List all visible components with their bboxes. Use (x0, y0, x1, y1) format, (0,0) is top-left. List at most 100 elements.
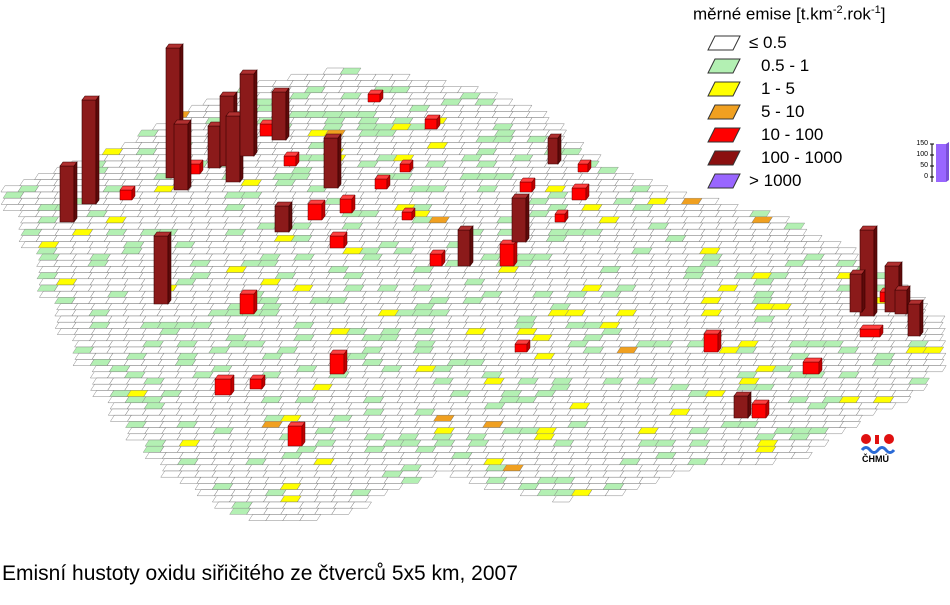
legend-item-100-1000: 100 - 1000 (707, 147, 842, 169)
emission-block (329, 231, 348, 249)
legend-swatch-yellow (707, 81, 741, 97)
grid-cell (299, 514, 322, 521)
grid-cells (0, 67, 947, 521)
legend-swatch-green (707, 58, 741, 74)
legend-item-1-5: 1 - 5 (707, 78, 795, 100)
grid-cell (855, 408, 878, 416)
emission-block (424, 114, 441, 130)
emission-block (283, 151, 300, 167)
emission-column (239, 69, 258, 157)
emission-column (733, 391, 752, 419)
emission-block (287, 421, 306, 447)
legend-label: 0.5 - 1 (761, 56, 810, 75)
legend-label: 1 - 5 (761, 79, 796, 98)
emission-block (367, 89, 384, 103)
legend-item-5-10: 5 - 10 (707, 101, 804, 123)
emission-block (751, 399, 770, 419)
emission-column (173, 119, 192, 191)
emission-blocks-red (119, 89, 896, 447)
grid-cell (350, 501, 372, 509)
emission-block (401, 207, 416, 221)
emission-block (499, 239, 518, 267)
scale-tick-label: 150 (916, 140, 928, 147)
grid-cell (889, 396, 912, 403)
emission-block (577, 159, 592, 173)
emission-block (374, 174, 391, 190)
emission-grid-map (0, 43, 947, 521)
grid-cell (619, 483, 642, 490)
legend-label: 100 - 1000 (761, 148, 843, 167)
grid-cell (415, 470, 438, 478)
scale-tick-label: 100 (916, 151, 928, 158)
grid-cell (653, 470, 676, 478)
grid-cell (381, 483, 404, 490)
emission-block (119, 185, 136, 201)
legend-item-10-100: 10 - 100 (707, 124, 823, 146)
emission-block (239, 289, 258, 315)
grid-cell (807, 439, 830, 447)
grid-cell (552, 495, 574, 503)
emission-block (514, 339, 531, 353)
grid-cell (874, 402, 897, 410)
legend-swatch-purple (707, 173, 741, 189)
legend: měrné emise [t.km-2.rok-1] ≤ 0.5 0.5 - 1… (693, 4, 943, 199)
emission-column (274, 201, 293, 233)
grid-cell (331, 508, 353, 515)
emission-column (225, 111, 244, 183)
legend-label: ≤ 0.5 (749, 33, 787, 52)
legend-item-lte-0-5: ≤ 0.5 (707, 32, 787, 54)
legend-label: 5 - 10 (761, 102, 805, 121)
legend-label: 10 - 100 (761, 125, 824, 144)
emission-column (153, 231, 172, 305)
emission-column (547, 133, 562, 165)
chmu-logo-mark (860, 434, 896, 454)
emission-block (859, 324, 884, 338)
grid-cell (839, 421, 861, 428)
grid-cell (366, 489, 389, 496)
emission-column (849, 269, 866, 313)
emission-column (323, 133, 342, 189)
legend-item-gt-1000: > 1000 (707, 170, 801, 192)
emission-column (457, 225, 474, 267)
emission-column (59, 161, 78, 223)
legend-label: > 1000 (749, 171, 802, 190)
scale-tick-label: 50 (920, 162, 928, 169)
emission-map (0, 43, 947, 521)
emission-column (81, 95, 100, 205)
emission-block (429, 249, 446, 267)
map-caption: Emisní hustoty oxidu siřičitého ze čtver… (2, 562, 518, 585)
emission-block (307, 199, 326, 221)
chmu-logo: ČHMÚ (858, 430, 898, 466)
emission-block (249, 374, 266, 390)
emission-block (519, 177, 536, 193)
emission-column (907, 299, 924, 337)
emission-block (554, 209, 569, 223)
scale-tick-label: 0 (924, 173, 928, 180)
emission-block (329, 349, 348, 375)
legend-swatch-white (707, 35, 741, 51)
emission-columns (59, 43, 924, 419)
emission-block (802, 357, 823, 375)
chmu-logo-text: ČHMÚ (862, 454, 889, 464)
grid-cell (824, 427, 847, 434)
grid-cell (790, 452, 813, 459)
grid-cell (400, 477, 423, 484)
grid-cell (924, 365, 947, 372)
legend-swatch-orange (707, 104, 741, 120)
emission-block (214, 374, 235, 396)
legend-swatch-red (707, 127, 741, 143)
legend-swatch-dark-red (707, 150, 741, 166)
grid-cell (672, 464, 694, 472)
emission-block (399, 159, 414, 173)
scale-bar (930, 142, 949, 182)
emission-block (339, 194, 356, 214)
legend-item-0-5-1: 0.5 - 1 (707, 55, 809, 77)
legend-title: měrné emise [t.km-2.rok-1] (693, 4, 886, 24)
emission-block (571, 183, 590, 201)
emission-column (894, 285, 911, 315)
grid-cell (906, 384, 928, 391)
emission-column (511, 193, 530, 243)
height-scale: 150 100 50 0 (916, 140, 950, 188)
emission-block (703, 329, 722, 353)
grid-cell (638, 477, 661, 484)
